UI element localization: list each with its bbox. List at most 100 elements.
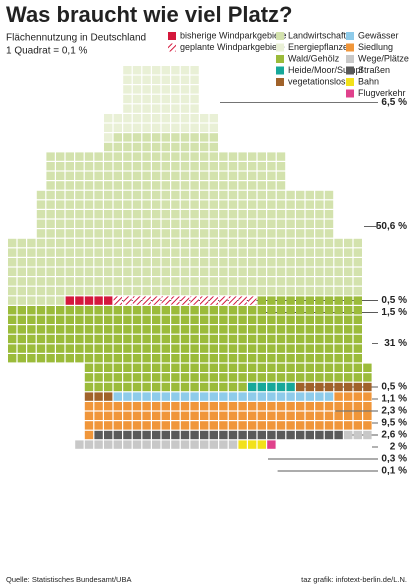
waffle-square xyxy=(132,392,142,401)
waffle-square xyxy=(152,267,161,276)
waffle-square xyxy=(180,344,190,353)
waffle-square xyxy=(56,258,65,267)
waffle-square xyxy=(353,238,362,248)
value-label: 2 % xyxy=(390,442,407,453)
waffle-square xyxy=(190,334,199,344)
waffle-square xyxy=(75,334,84,344)
waffle-square xyxy=(36,190,46,200)
waffle-square xyxy=(219,430,228,440)
waffle-square xyxy=(324,392,334,401)
waffle-square xyxy=(152,152,161,161)
waffle-square xyxy=(353,315,362,324)
waffle-square xyxy=(132,363,142,372)
waffle-square xyxy=(276,392,286,401)
waffle-square xyxy=(84,181,94,190)
waffle-square xyxy=(180,190,190,200)
waffle-square xyxy=(257,334,266,344)
waffle-square xyxy=(267,229,276,238)
waffle-square xyxy=(209,210,218,219)
waffle-square xyxy=(324,210,334,219)
waffle-square xyxy=(257,354,266,363)
waffle-square xyxy=(267,373,276,382)
waffle-square xyxy=(104,190,113,200)
waffle-square xyxy=(161,325,170,334)
waffle-square xyxy=(171,200,180,209)
waffle-square xyxy=(123,421,132,430)
waffle-square xyxy=(65,258,74,267)
waffle-square xyxy=(65,210,74,219)
waffle-square xyxy=(142,392,151,401)
waffle-square xyxy=(132,286,142,296)
waffle-square xyxy=(219,363,228,372)
waffle-square xyxy=(94,382,103,392)
waffle-square xyxy=(334,411,343,420)
waffle-square xyxy=(132,382,142,392)
waffle-square xyxy=(286,296,295,305)
waffle-square xyxy=(334,334,343,344)
waffle-square xyxy=(296,363,305,372)
value-label: 1,5 % xyxy=(381,307,407,318)
waffle-square xyxy=(305,200,314,209)
waffle-square xyxy=(17,296,26,305)
waffle-square xyxy=(123,344,132,353)
waffle-square xyxy=(248,334,257,344)
waffle-square xyxy=(180,430,190,440)
waffle-square xyxy=(94,258,103,267)
waffle-square xyxy=(152,104,161,113)
waffle-square xyxy=(248,267,257,276)
waffle-square xyxy=(65,315,74,324)
waffle-square xyxy=(142,229,151,238)
waffle-square xyxy=(132,277,142,286)
waffle-square xyxy=(56,152,65,161)
waffle-square xyxy=(84,363,94,372)
legend-label: Flugverkehr xyxy=(358,88,406,98)
waffle-square xyxy=(209,363,218,372)
waffle-square xyxy=(180,142,190,152)
waffle-square xyxy=(209,248,218,257)
waffle-square xyxy=(113,181,122,190)
waffle-square xyxy=(209,373,218,382)
waffle-square xyxy=(132,219,142,228)
waffle-square xyxy=(296,229,305,238)
waffle-square xyxy=(248,190,257,200)
waffle-square xyxy=(257,267,266,276)
waffle-square xyxy=(200,373,209,382)
waffle-square xyxy=(142,181,151,190)
legend-label: Wald/Gehölz xyxy=(288,53,340,63)
waffle-square xyxy=(104,248,113,257)
waffle-square xyxy=(228,296,238,305)
waffle-square xyxy=(104,296,113,305)
waffle-square xyxy=(190,66,199,75)
waffle-square xyxy=(190,152,199,161)
waffle-square xyxy=(161,114,170,123)
waffle-square xyxy=(190,114,199,123)
waffle-square xyxy=(219,354,228,363)
waffle-square xyxy=(180,104,190,113)
waffle-square xyxy=(171,402,180,411)
waffle-square xyxy=(113,354,122,363)
waffle-square xyxy=(344,306,353,315)
waffle-square xyxy=(161,190,170,200)
waffle-square xyxy=(104,411,113,420)
waffle-square xyxy=(132,123,142,132)
waffle-square xyxy=(171,152,180,161)
waffle-square xyxy=(344,315,353,324)
waffle-square xyxy=(180,75,190,84)
waffle-square xyxy=(200,200,209,209)
waffle-square xyxy=(84,430,94,440)
waffle-square xyxy=(228,421,238,430)
waffle-square xyxy=(219,248,228,257)
waffle-square xyxy=(238,229,247,238)
waffle-square xyxy=(286,363,295,372)
waffle-square xyxy=(209,162,218,171)
waffle-square xyxy=(132,114,142,123)
waffle-square xyxy=(276,248,286,257)
waffle-square xyxy=(267,171,276,180)
waffle-square xyxy=(200,440,209,449)
waffle-square xyxy=(94,315,103,324)
waffle-square xyxy=(257,286,266,296)
waffle-square xyxy=(238,430,247,440)
waffle-square xyxy=(75,238,84,248)
waffle-square xyxy=(305,210,314,219)
waffle-square xyxy=(353,258,362,267)
